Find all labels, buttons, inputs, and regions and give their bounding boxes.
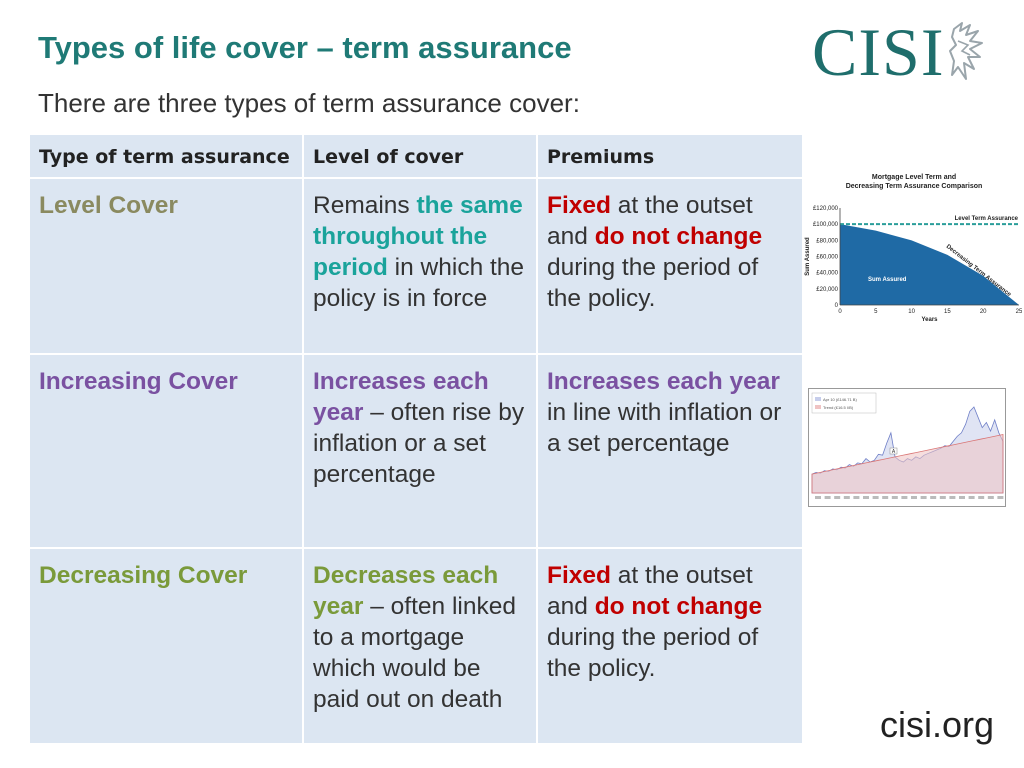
column-header: Type of term assurance	[28, 133, 304, 179]
body-text: during the period of the policy.	[547, 624, 759, 682]
table-row: Level Cover Remains the same throughout t…	[28, 177, 804, 355]
legend-swatch	[815, 397, 821, 401]
cover-type-label: Decreasing Cover	[39, 562, 248, 589]
table-row: Increasing Cover Increases each year – of…	[28, 353, 804, 549]
slide-title: Types of life cover – term assurance	[38, 30, 572, 65]
slide-subtitle: There are three types of term assurance …	[38, 88, 580, 118]
y-tick-label: £80,000	[816, 238, 838, 244]
x-tick-label	[824, 496, 831, 499]
trend-area	[811, 434, 1004, 494]
x-tick-label: 0	[838, 309, 842, 315]
annotation-label: A	[892, 449, 896, 455]
column-header: Level of cover	[302, 133, 538, 179]
annotation-marker	[889, 447, 898, 455]
x-tick-label	[872, 496, 879, 499]
footer-url: cisi.org	[880, 704, 995, 745]
logo-text: CISI	[812, 14, 945, 90]
x-tick-label	[834, 496, 841, 499]
increasing-cover-chart: Apr 10 (£146.71 B) Trend (£16.5 I/B) A	[808, 388, 1006, 507]
cover-type-cell: Increasing Cover	[28, 353, 304, 549]
highlight-text: Fixed	[547, 562, 611, 589]
body-text: in line with inflation or a set percenta…	[547, 399, 782, 457]
body-text: Remains	[313, 192, 417, 219]
level-series-label: Level Term Assurance	[955, 216, 1019, 222]
legend-entry: Apr 10 (£146.71 B)	[823, 397, 857, 402]
x-tick-label	[930, 496, 937, 499]
chart-title: Decreasing Term Assurance Comparison	[846, 183, 983, 190]
x-tick-label: 20	[980, 309, 987, 315]
highlight-text: Increases each year	[313, 368, 489, 426]
premiums-cell: Increases each year in line with inflati…	[536, 353, 804, 549]
x-tick-label	[882, 496, 889, 499]
chart-title: Mortgage Level Term and	[872, 174, 956, 181]
x-tick-label	[968, 496, 975, 499]
level-of-cover-cell: Remains the same throughout the period i…	[302, 177, 538, 355]
x-tick-label	[815, 496, 821, 499]
x-tick-label	[978, 496, 985, 499]
legend-entry: Trend (£16.5 I/B)	[823, 405, 854, 410]
highlight-text: Increases each year	[547, 368, 780, 395]
y-tick-label: 0	[835, 303, 839, 309]
body-text: during the period of the policy.	[547, 254, 759, 312]
griffin-icon	[949, 22, 984, 80]
highlight-text: Fixed	[547, 192, 611, 219]
level-vs-decreasing-chart: Mortgage Level Term and Decreasing Term A…	[805, 174, 1022, 323]
cover-type-cell: Level Cover	[28, 177, 304, 355]
y-tick-label: £120,000	[813, 206, 839, 212]
y-axis-label: Sum Assured	[805, 237, 811, 276]
body-text: at the outset and	[547, 562, 753, 620]
term-assurance-table: Type of term assurance Level of cover Pr…	[28, 133, 804, 745]
body-text: in which the policy is in force	[313, 254, 525, 312]
x-tick-label: 5	[874, 309, 878, 315]
table-header-row: Type of term assurance Level of cover Pr…	[28, 133, 804, 179]
x-tick-label	[843, 496, 850, 499]
x-tick-label	[987, 496, 994, 499]
y-tick-label: £100,000	[813, 222, 839, 228]
highlight-text: Decreases each year	[313, 562, 499, 620]
x-tick-label	[901, 496, 908, 499]
table-row: Decreasing Cover Decreases each year – of…	[28, 547, 804, 745]
decreasing-area	[840, 224, 1019, 305]
area-annotation: Sum Assured	[868, 277, 907, 283]
level-of-cover-cell: Increases each year – often rise by infl…	[302, 353, 538, 549]
x-tick-label	[891, 496, 898, 499]
cover-type-label: Level Cover	[39, 192, 178, 219]
highlight-text: do not change	[594, 223, 763, 250]
x-tick-label: 15	[944, 309, 951, 315]
x-tick-label	[997, 496, 1004, 499]
x-axis-label: Years	[921, 317, 938, 323]
body-text: at the outset and	[547, 192, 753, 250]
x-tick-label	[911, 496, 917, 499]
cisi-logo: CISI	[812, 18, 1004, 86]
y-tick-label: £60,000	[816, 255, 838, 261]
x-tick-label: 10	[908, 309, 915, 315]
x-tick-label	[939, 496, 946, 499]
x-tick-label	[853, 496, 860, 499]
column-header: Premiums	[536, 133, 804, 179]
cover-type-cell: Decreasing Cover	[28, 547, 304, 745]
premiums-cell: Fixed at the outset and do not change du…	[536, 547, 804, 745]
x-tick-label: 25	[1016, 309, 1022, 315]
x-tick-label	[959, 496, 965, 499]
x-tick-label	[949, 496, 956, 499]
x-tick-label	[863, 496, 869, 499]
highlight-text: the same throughout the period	[313, 192, 523, 281]
body-text: – often rise by inflation or a set perce…	[313, 399, 525, 488]
highlight-text: do not change	[594, 593, 763, 620]
y-tick-label: £20,000	[816, 287, 838, 293]
legend-swatch	[815, 405, 821, 409]
legend-box	[811, 392, 877, 414]
x-tick-label	[920, 496, 927, 499]
cover-type-label: Increasing Cover	[39, 368, 238, 395]
premiums-cell: Fixed at the outset and do not change du…	[536, 177, 804, 355]
body-text: – often linked to a mortgage which would…	[313, 593, 516, 713]
y-tick-label: £40,000	[816, 271, 838, 277]
level-of-cover-cell: Decreases each year – often linked to a …	[302, 547, 538, 745]
